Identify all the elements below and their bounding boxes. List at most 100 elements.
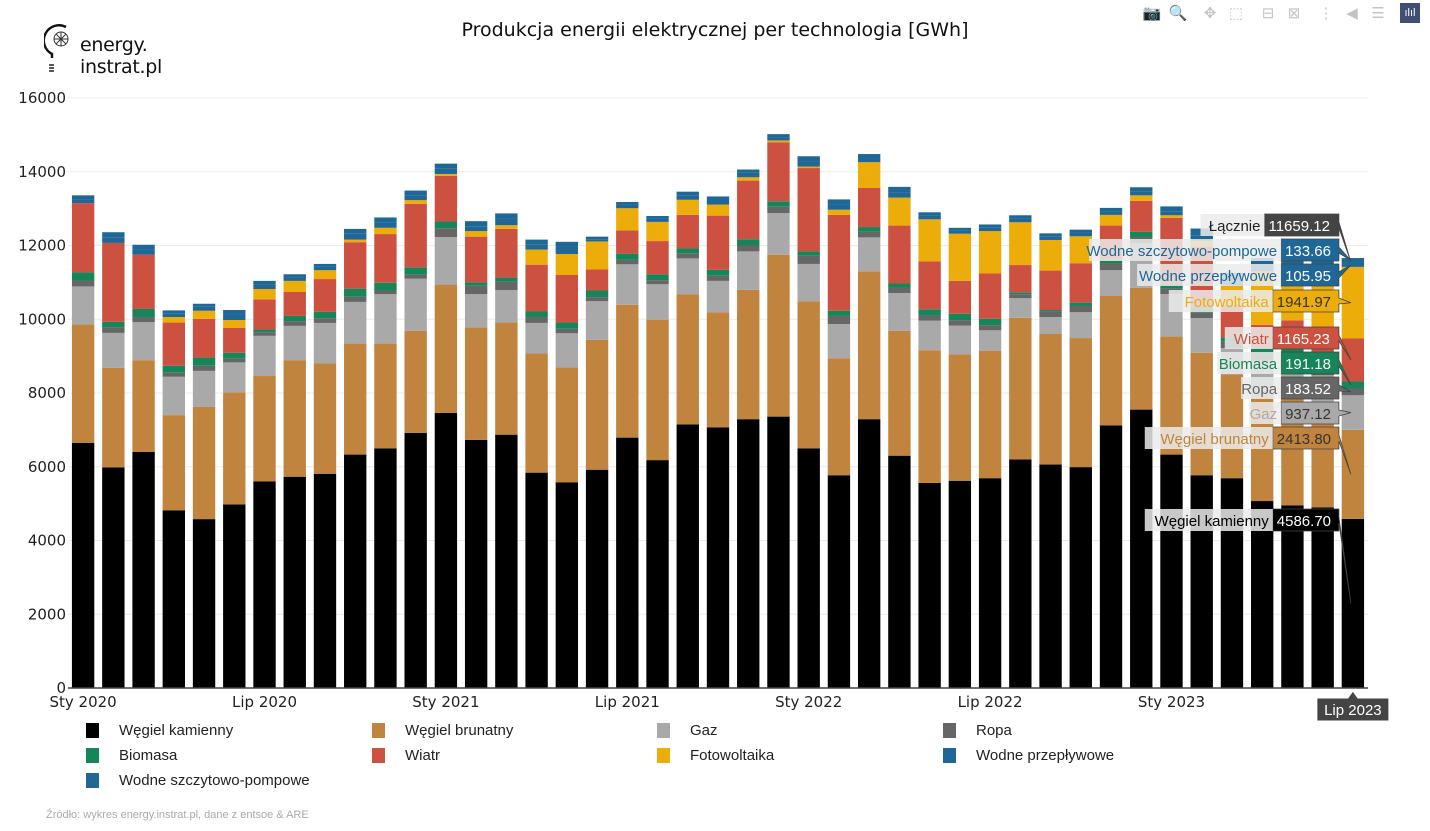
bar-segment[interactable] xyxy=(676,253,699,259)
bar-segment[interactable] xyxy=(978,227,1002,232)
bar-segment[interactable] xyxy=(616,264,639,305)
bar-stack[interactable] xyxy=(706,196,730,688)
bar-segment[interactable] xyxy=(918,215,941,220)
bar-segment[interactable] xyxy=(767,213,790,255)
legend-item[interactable]: Węgiel kamienny xyxy=(86,722,233,739)
bar-segment[interactable] xyxy=(313,322,337,364)
bar-segment[interactable] xyxy=(978,318,1002,326)
bar-segment[interactable] xyxy=(1341,258,1365,263)
bar-segment[interactable] xyxy=(283,476,306,688)
bar-segment[interactable] xyxy=(1341,338,1365,382)
bar-stack[interactable] xyxy=(1311,260,1334,688)
bar-segment[interactable] xyxy=(1130,195,1153,201)
bar-stack[interactable] xyxy=(555,241,579,688)
bar-segment[interactable] xyxy=(767,206,790,214)
bar-segment[interactable] xyxy=(162,365,185,373)
pan-icon[interactable]: ✥ xyxy=(1203,5,1217,22)
bar-segment[interactable] xyxy=(857,227,881,232)
bar-segment[interactable] xyxy=(102,327,125,333)
bar-segment[interactable] xyxy=(434,412,458,688)
bar-segment[interactable] xyxy=(223,392,246,505)
bar-segment[interactable] xyxy=(888,293,911,331)
bar-segment[interactable] xyxy=(162,310,185,314)
bar-segment[interactable] xyxy=(253,284,276,290)
bar-segment[interactable] xyxy=(706,312,730,428)
bar-segment[interactable] xyxy=(978,325,1002,331)
bar-segment[interactable] xyxy=(555,333,579,368)
bar-segment[interactable] xyxy=(1009,218,1032,223)
bar-segment[interactable] xyxy=(434,284,458,413)
bar-segment[interactable] xyxy=(737,180,760,240)
bar-segment[interactable] xyxy=(797,448,820,688)
bar-segment[interactable] xyxy=(1009,294,1032,299)
bar-segment[interactable] xyxy=(948,230,972,234)
bar-segment[interactable] xyxy=(585,239,609,242)
bar-segment[interactable] xyxy=(767,254,790,417)
bar-segment[interactable] xyxy=(737,239,760,246)
bar-segment[interactable] xyxy=(706,215,730,270)
bar-segment[interactable] xyxy=(71,203,95,273)
bar-segment[interactable] xyxy=(344,454,367,688)
bar-segment[interactable] xyxy=(978,350,1002,479)
bar-segment[interactable] xyxy=(555,241,579,247)
bar-segment[interactable] xyxy=(283,321,306,326)
bar-segment[interactable] xyxy=(192,370,216,408)
bar-segment[interactable] xyxy=(1069,302,1092,306)
bar-segment[interactable] xyxy=(162,510,185,688)
bar-segment[interactable] xyxy=(1099,207,1123,212)
bar-segment[interactable] xyxy=(1009,215,1032,219)
bar-segment[interactable] xyxy=(1341,518,1365,688)
box-select-icon[interactable]: ⬚ xyxy=(1228,5,1244,22)
bar-segment[interactable] xyxy=(1039,334,1062,465)
bar-segment[interactable] xyxy=(404,195,427,201)
bar-segment[interactable] xyxy=(162,317,185,323)
bar-segment[interactable] xyxy=(71,195,95,200)
bar-segment[interactable] xyxy=(918,350,941,483)
bar-segment[interactable] xyxy=(948,280,972,314)
bar-segment[interactable] xyxy=(253,376,276,482)
bar-segment[interactable] xyxy=(313,263,337,267)
bar-segment[interactable] xyxy=(888,186,911,193)
bar-segment[interactable] xyxy=(857,237,881,272)
bar-segment[interactable] xyxy=(434,168,458,174)
bar-segment[interactable] xyxy=(585,236,609,240)
bar-segment[interactable] xyxy=(313,473,337,688)
bar-stack[interactable] xyxy=(827,199,851,688)
bar-segment[interactable] xyxy=(525,353,548,473)
bar-segment[interactable] xyxy=(857,158,881,163)
zoom-icon[interactable]: 🔍 xyxy=(1168,5,1188,22)
bar-segment[interactable] xyxy=(162,415,185,511)
bar-segment[interactable] xyxy=(253,299,276,330)
bar-segment[interactable] xyxy=(827,214,851,311)
bar-segment[interactable] xyxy=(857,162,881,188)
bar-segment[interactable] xyxy=(192,310,216,319)
legend-item[interactable]: Gaz xyxy=(657,722,718,739)
bar-segment[interactable] xyxy=(1009,298,1032,318)
zoom-out-icon[interactable]: ⊟ xyxy=(1261,5,1275,22)
bar-segment[interactable] xyxy=(464,282,488,286)
bar-segment[interactable] xyxy=(374,448,397,688)
autoscale-icon[interactable]: ⊠ xyxy=(1287,5,1301,22)
bar-segment[interactable] xyxy=(1069,312,1092,339)
bar-segment[interactable] xyxy=(676,195,699,200)
bar-segment[interactable] xyxy=(495,281,518,291)
plotly-logo-icon[interactable]: ılıl xyxy=(1400,3,1420,23)
bar-segment[interactable] xyxy=(827,310,851,316)
bar-segment[interactable] xyxy=(888,225,911,284)
bar-segment[interactable] xyxy=(102,321,125,328)
legend-item[interactable]: Biomasa xyxy=(86,747,177,764)
bar-segment[interactable] xyxy=(616,230,639,254)
bar-segment[interactable] xyxy=(555,246,579,254)
bar-segment[interactable] xyxy=(253,332,276,336)
bar-segment[interactable] xyxy=(374,282,397,291)
bar-segment[interactable] xyxy=(1190,352,1213,476)
bar-segment[interactable] xyxy=(223,504,246,688)
bar-segment[interactable] xyxy=(192,407,216,520)
bar-segment[interactable] xyxy=(948,233,972,281)
bar-segment[interactable] xyxy=(1251,258,1274,266)
bar-stack[interactable] xyxy=(1341,258,1365,688)
bar-segment[interactable] xyxy=(313,279,337,312)
bar-segment[interactable] xyxy=(1039,311,1062,318)
bar-segment[interactable] xyxy=(706,200,730,205)
bar-segment[interactable] xyxy=(1341,262,1365,267)
